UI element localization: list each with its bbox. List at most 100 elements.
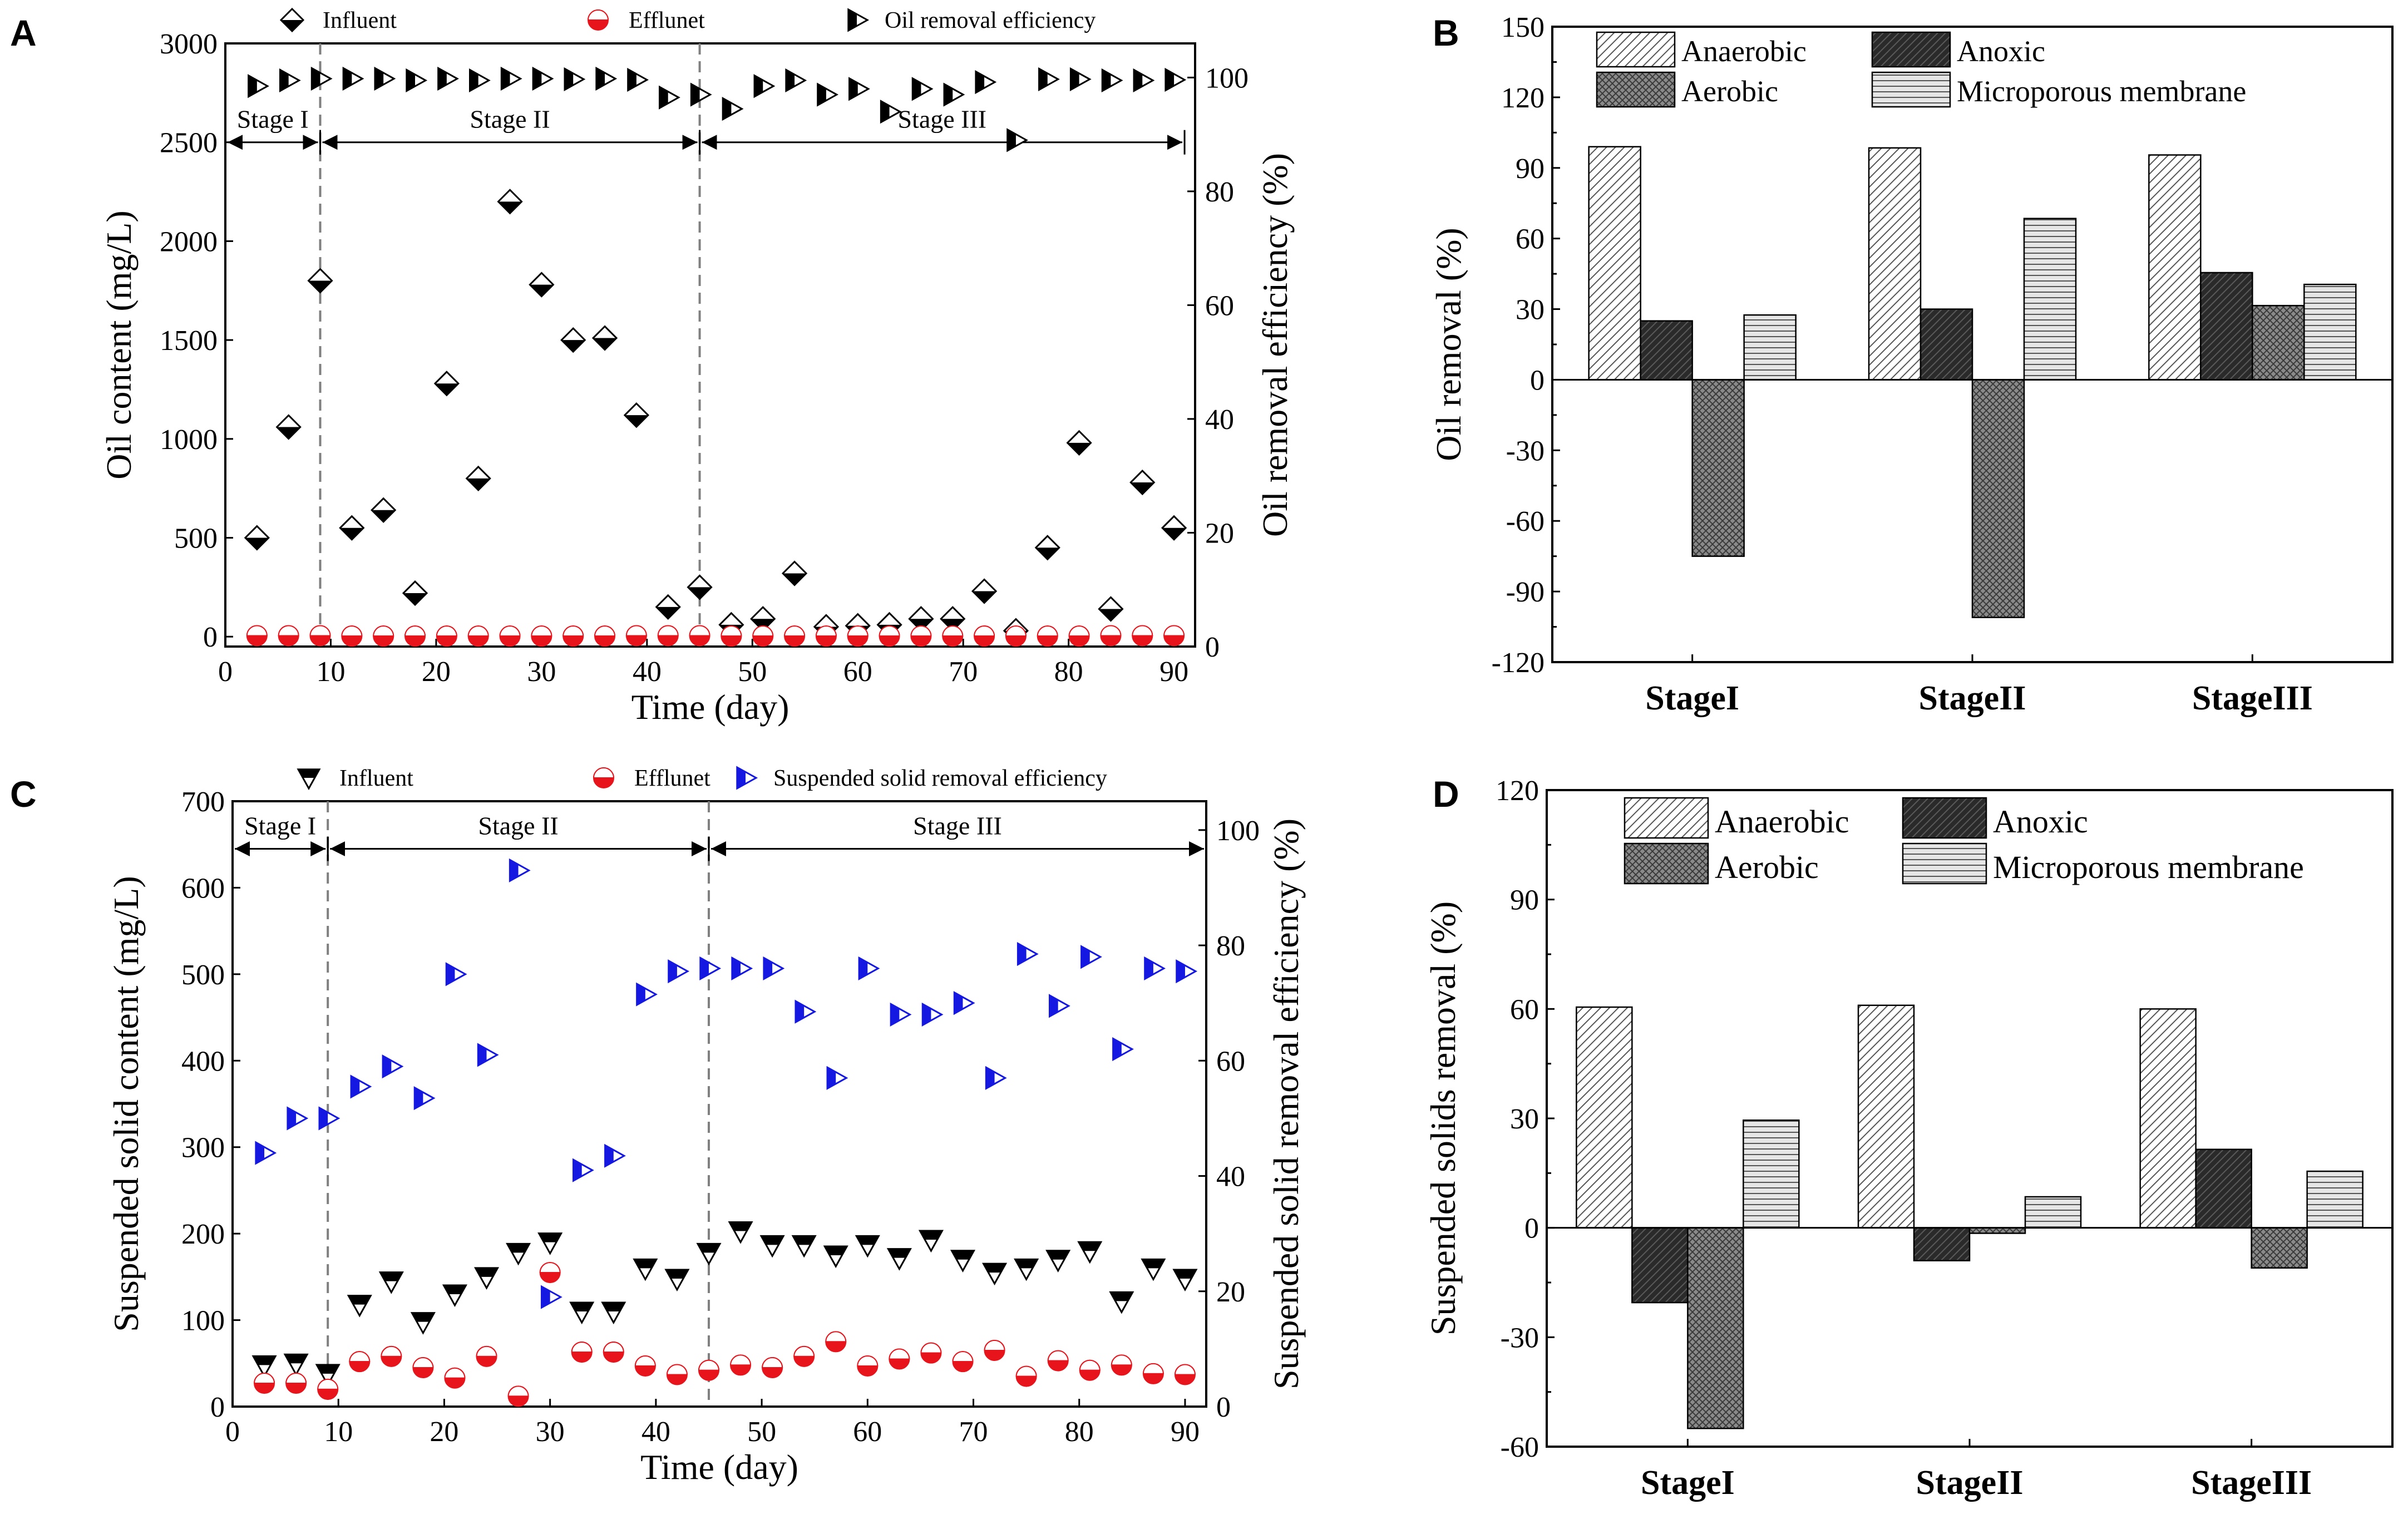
effluent-point	[404, 625, 426, 647]
influent-point	[1141, 1258, 1166, 1281]
efficiency-point-fill	[541, 1286, 550, 1308]
influent-point-fill	[372, 510, 396, 522]
influent-point	[347, 1295, 372, 1318]
bar-anoxic	[1640, 320, 1693, 381]
y-tick-label: 30	[1516, 294, 1545, 326]
influent-point-fill	[412, 1313, 435, 1322]
plot-frame	[1546, 789, 2394, 1448]
efficiency-point-fill	[287, 1107, 297, 1129]
influent-point-fill	[475, 1267, 498, 1277]
effluent-point	[657, 625, 679, 647]
influent-point-fill	[634, 1259, 657, 1269]
influent-point-fill	[340, 527, 364, 540]
effluent-point	[689, 625, 710, 647]
y-axis-label: Suspended solid content (mg/L)	[106, 876, 146, 1331]
effluent-point	[531, 625, 552, 647]
x-tick-label: 40	[642, 1416, 670, 1448]
efficiency-point-fill	[827, 1067, 836, 1089]
efficiency-point-fill	[406, 70, 416, 91]
effluent-point-top	[571, 1341, 593, 1353]
influent-point-fill	[761, 1236, 784, 1245]
efficiency-point	[279, 68, 301, 93]
effluent-point-top	[476, 1345, 497, 1357]
y-tick-label: 0	[1524, 1213, 1539, 1245]
influent-point	[506, 1242, 531, 1266]
efficiency-point	[890, 1002, 912, 1027]
efficiency-point	[287, 1106, 309, 1131]
legend-label-2: Anoxic	[1993, 803, 2088, 840]
effluent-point-top	[879, 625, 900, 637]
influent-point	[791, 1235, 817, 1258]
influent-point-fill	[1035, 548, 1059, 560]
efficiency-point-fill	[691, 84, 700, 106]
influent-point-fill	[593, 338, 617, 350]
efficiency-point-fill	[754, 75, 763, 97]
efficiency-point-fill	[596, 68, 605, 90]
effluent-point-top	[436, 625, 457, 637]
bar-anaerobic	[1576, 1006, 1633, 1229]
influent-point-fill	[983, 1264, 1006, 1273]
influent-point	[591, 325, 618, 351]
legend-label-1: Anaerobic	[1715, 803, 1849, 840]
legend-label-4: Microporous membrane	[1957, 75, 2246, 108]
influent-point	[982, 1262, 1008, 1286]
influent-point-fill	[561, 340, 585, 352]
effluent-point	[1047, 1350, 1069, 1372]
stage-label-1: Stage I	[237, 105, 309, 134]
y-tick-label: 3000	[160, 28, 218, 60]
influent-point	[687, 574, 713, 600]
effluent-point-top	[698, 1359, 719, 1371]
efficiency-point-fill	[763, 958, 773, 979]
effluent-point	[381, 1345, 402, 1367]
effluent-point-top	[889, 1348, 910, 1360]
bar-aerobic	[2251, 1227, 2308, 1269]
efficiency-point	[627, 67, 649, 92]
effluent-point	[341, 625, 363, 647]
stage-label-2: Stage II	[478, 811, 558, 840]
influent-point	[886, 1248, 912, 1271]
efficiency-point	[731, 956, 753, 981]
effluent-point	[815, 625, 837, 647]
efficiency-point-fill	[668, 960, 677, 982]
efficiency-point-fill	[510, 860, 519, 881]
influent-point-fill	[783, 573, 807, 585]
efficiency-point-fill	[312, 68, 320, 90]
efficiency-point	[500, 66, 522, 91]
y2-tick-label: 60	[1205, 290, 1234, 322]
efficiency-point	[477, 1043, 499, 1067]
legend-influent-icon	[297, 768, 321, 791]
efficiency-point-fill	[891, 1004, 900, 1025]
effluent-point-top	[793, 1345, 815, 1357]
y2-axis-label: Oil removal efficiency (%)	[1255, 153, 1295, 537]
efficiency-point-fill	[470, 70, 478, 91]
influent-point-fill	[941, 619, 965, 631]
effluent-point	[910, 625, 932, 647]
y-tick-label: 500	[174, 523, 218, 555]
effluent-point	[1100, 625, 1122, 647]
effluent-point-top	[562, 625, 584, 637]
efficiency-point	[1144, 956, 1166, 981]
influent-point-fill	[507, 1244, 530, 1253]
effluent-point	[889, 1348, 910, 1370]
legend-efficiency-icon	[736, 766, 758, 790]
panel-c-suspended-solid-chart: 0 10 20 30 40 50 60 70 80 90010020030040050060070…	[10, 766, 1306, 1487]
effluent-point	[793, 1345, 815, 1367]
influent-point-fill	[793, 1236, 816, 1245]
efficiency-point-fill	[912, 78, 921, 100]
effluent-point	[1163, 625, 1185, 647]
bar-anaerobic	[2148, 154, 2202, 381]
effluent-point-top	[1037, 625, 1058, 637]
effluent-point-top	[1163, 625, 1185, 637]
legend-effluent-label: Efflunet	[629, 8, 705, 33]
influent-point	[378, 1271, 404, 1294]
influent-point-fill	[856, 1236, 879, 1245]
effluent-point-top	[285, 1373, 307, 1384]
influent-point-fill	[380, 1272, 403, 1281]
bar-anoxic	[1913, 1227, 1971, 1261]
effluent-point-top	[730, 1354, 752, 1366]
y-tick-label: 90	[1516, 153, 1545, 185]
legend-label-3: Aerobic	[1715, 849, 1819, 885]
efficiency-point	[374, 66, 396, 91]
effluent-point-top	[309, 625, 331, 637]
influent-point-fill	[909, 619, 933, 631]
